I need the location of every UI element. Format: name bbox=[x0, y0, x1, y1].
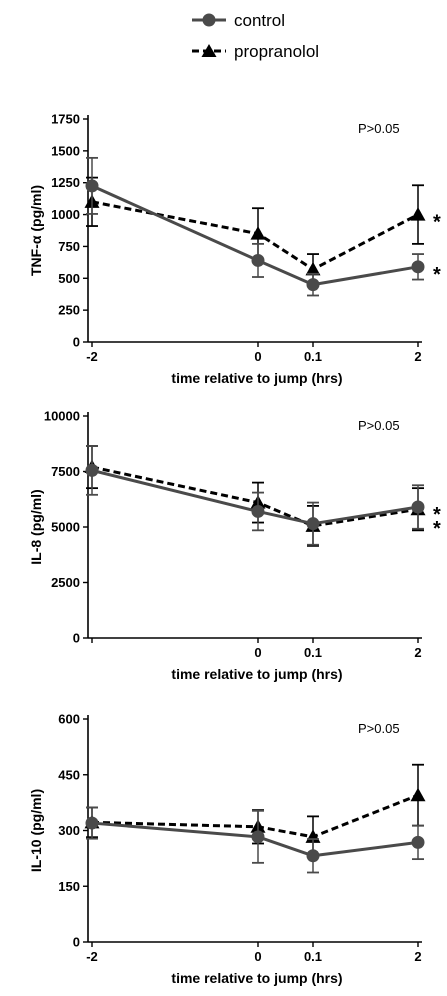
significance-star: * bbox=[433, 504, 441, 526]
x-axis-label: time relative to jump (hrs) bbox=[171, 370, 342, 386]
data-point-control bbox=[251, 253, 265, 267]
data-point-control bbox=[306, 849, 320, 863]
y-tick-label: 300 bbox=[58, 823, 80, 838]
significance-star: * bbox=[433, 518, 441, 540]
series-line-propranolol bbox=[91, 465, 419, 528]
data-point-control bbox=[85, 463, 99, 477]
y-axis-label: TNF-α (pg/ml) bbox=[28, 185, 44, 276]
x-tick-label: 0.1 bbox=[304, 949, 322, 964]
x-tick-label: 0 bbox=[254, 949, 261, 964]
chart-1: 0 250 500 750 1000 1250 1500 1750 -2 0 0.1 2 time re… bbox=[28, 112, 441, 387]
chart-3: 0 150 300 450 600 -2 0 0.1 2 time relative to jum… bbox=[28, 712, 426, 986]
data-point-control bbox=[306, 517, 320, 531]
y-tick-label: 0 bbox=[73, 631, 80, 646]
y-tick-label: 5000 bbox=[51, 520, 80, 535]
legend-item-control: control bbox=[192, 11, 285, 30]
data-point-propranolol bbox=[250, 226, 266, 240]
series-line-propranolol bbox=[91, 793, 419, 839]
data-point-control bbox=[411, 500, 425, 514]
chart-2: 0 2500 5000 7500 10000 0 0.1 2 time relative to … bbox=[28, 409, 441, 683]
y-tick-label: 500 bbox=[58, 271, 80, 286]
x-axis-label: time relative to jump (hrs) bbox=[171, 666, 342, 682]
legend-item-propranolol: propranolol bbox=[192, 42, 319, 61]
x-tick-label: -2 bbox=[86, 949, 98, 964]
y-axis-label: IL-10 (pg/ml) bbox=[28, 789, 44, 872]
y-tick-label: 450 bbox=[58, 767, 80, 782]
x-tick-label: 2 bbox=[414, 349, 421, 364]
y-tick-label: 750 bbox=[58, 239, 80, 254]
y-tick-label: 150 bbox=[58, 879, 80, 894]
x-tick-label: -2 bbox=[86, 349, 98, 364]
x-tick-label: 2 bbox=[414, 645, 421, 660]
y-tick-label: 1750 bbox=[51, 112, 80, 127]
y-tick-label: 0 bbox=[73, 935, 80, 950]
p-value-annotation: P>0.05 bbox=[358, 121, 400, 136]
x-tick-label: 2 bbox=[414, 949, 421, 964]
data-point-propranolol bbox=[410, 787, 426, 802]
x-tick-label: 0.1 bbox=[304, 349, 322, 364]
y-tick-label: 250 bbox=[58, 303, 80, 318]
x-tick-label: 0.1 bbox=[304, 645, 322, 660]
y-tick-label: 7500 bbox=[51, 464, 80, 479]
series-line-control bbox=[91, 184, 419, 287]
significance-star: * bbox=[433, 212, 441, 234]
p-value-annotation: P>0.05 bbox=[358, 418, 400, 433]
legend-marker-propranolol bbox=[201, 44, 217, 57]
significance-star: * bbox=[433, 264, 441, 286]
legend: control propranolol bbox=[192, 11, 319, 61]
series-control bbox=[85, 156, 425, 297]
series-line-propranolol bbox=[91, 200, 419, 271]
legend-marker-control bbox=[202, 13, 216, 27]
y-tick-label: 1500 bbox=[51, 143, 80, 158]
series-control bbox=[85, 445, 425, 546]
series-line-control bbox=[91, 468, 419, 526]
data-point-control bbox=[306, 278, 320, 292]
series-propranolol bbox=[84, 176, 426, 286]
data-point-control bbox=[411, 835, 425, 849]
y-tick-label: 10000 bbox=[44, 409, 80, 424]
legend-label-propranolol: propranolol bbox=[234, 42, 319, 61]
data-point-control bbox=[85, 816, 99, 830]
data-point-control bbox=[251, 504, 265, 518]
data-point-control bbox=[251, 830, 265, 844]
y-tick-label: 1000 bbox=[51, 207, 80, 222]
y-tick-label: 0 bbox=[73, 335, 80, 350]
data-point-control bbox=[411, 260, 425, 274]
y-tick-label: 1250 bbox=[51, 175, 80, 190]
data-point-propranolol bbox=[305, 261, 321, 276]
p-value-annotation: P>0.05 bbox=[358, 721, 400, 736]
data-point-propranolol bbox=[410, 207, 426, 221]
y-axis-label: IL-8 (pg/ml) bbox=[28, 489, 44, 564]
legend-label-control: control bbox=[234, 11, 285, 30]
y-tick-label: 600 bbox=[58, 712, 80, 727]
y-tick-label: 2500 bbox=[51, 575, 80, 590]
series-control bbox=[85, 806, 425, 874]
x-tick-label: 0 bbox=[254, 349, 261, 364]
x-tick-label: 0 bbox=[254, 645, 261, 660]
data-point-control bbox=[85, 179, 99, 193]
series-line-control bbox=[91, 821, 419, 858]
x-axis-label: time relative to jump (hrs) bbox=[171, 970, 342, 986]
